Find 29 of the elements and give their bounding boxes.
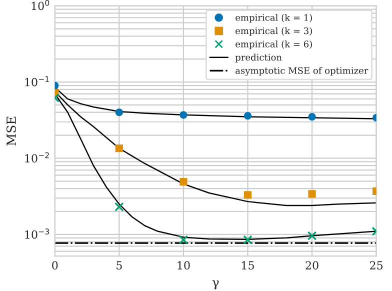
point <box>115 144 123 152</box>
y-tick-label: 10$^{−3}$ <box>25 228 49 239</box>
legend-label: empirical (k = 1) <box>236 14 312 23</box>
point <box>180 111 188 119</box>
point <box>308 190 316 198</box>
point <box>243 235 252 244</box>
legend-label: empirical (k = 3) <box>236 27 312 36</box>
x-tick-label: 0 <box>52 261 58 270</box>
point <box>307 231 317 240</box>
x-tick-label: 15 <box>242 261 254 270</box>
point <box>114 202 124 212</box>
x-tick-label: 5 <box>116 261 122 270</box>
point <box>115 108 123 116</box>
x-tick-label: 20 <box>306 261 318 270</box>
y-tick-label: 10$^{−1}$ <box>25 76 49 86</box>
point <box>244 112 252 120</box>
point <box>180 178 188 186</box>
x-tick-label: 10 <box>178 261 190 270</box>
y-axis-title: MSE <box>6 116 16 146</box>
y-tick-label: 10$^{0}$ <box>32 0 50 10</box>
x-tick-label: 25 <box>370 261 383 270</box>
legend-label: prediction <box>235 54 282 62</box>
point <box>178 235 188 244</box>
point <box>308 112 316 121</box>
x-axis-title: γ <box>212 280 219 290</box>
legend-label: empirical (k = 6) <box>236 40 312 50</box>
point <box>244 191 252 199</box>
legend-label: asymptotic MSE of optimizer <box>236 66 368 76</box>
y-tick-label: 10$^{−2}$ <box>25 152 49 163</box>
